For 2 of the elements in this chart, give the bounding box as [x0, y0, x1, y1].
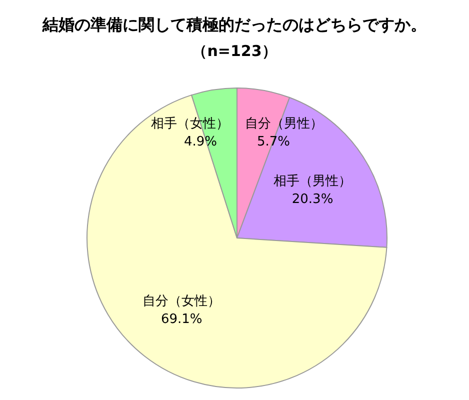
title: 結婚の準備に関して積極的だったのはどちらですか。: [42, 15, 426, 34]
subtitle: （n=123）: [192, 42, 277, 60]
